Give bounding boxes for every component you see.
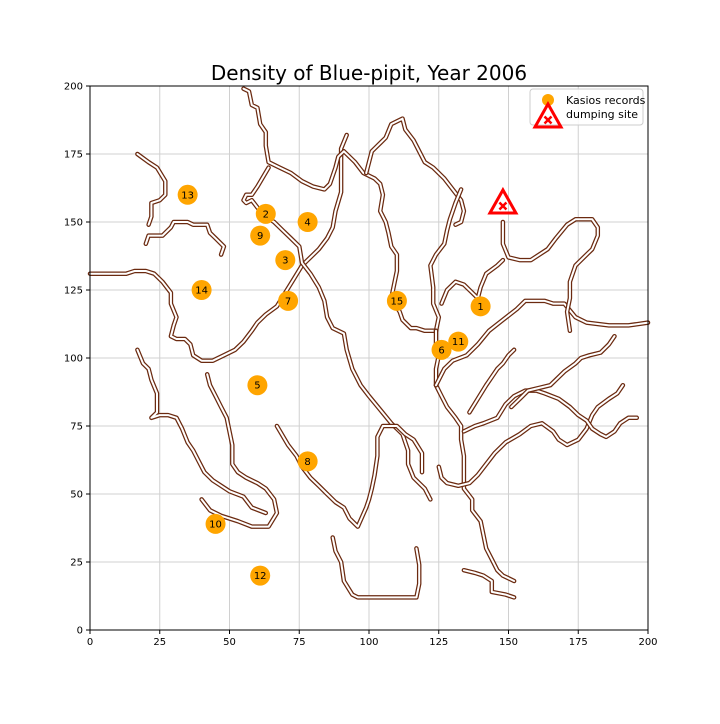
path-outline bbox=[143, 219, 227, 257]
x-tick-label: 200 bbox=[638, 637, 657, 648]
point-label: 13 bbox=[181, 190, 194, 201]
point-label: 14 bbox=[195, 286, 208, 297]
x-tick-label: 25 bbox=[153, 637, 166, 648]
kasios-record-point bbox=[386, 290, 407, 311]
x-tick-label: 0 bbox=[87, 637, 93, 648]
path-inner bbox=[275, 425, 423, 528]
path-outline bbox=[461, 567, 517, 600]
legend-dumping-marker bbox=[532, 100, 564, 129]
path-inner bbox=[144, 221, 225, 256]
kasios-record-point bbox=[431, 339, 452, 360]
chart-title: Density of Blue-pipit, Year 2006 bbox=[211, 61, 527, 85]
y-tick-label: 25 bbox=[70, 558, 83, 569]
path-outline bbox=[330, 535, 422, 600]
point-label: 8 bbox=[304, 457, 310, 468]
path-outline bbox=[500, 217, 601, 334]
point-label: 9 bbox=[257, 231, 263, 242]
point-label: 1 bbox=[477, 302, 483, 313]
path-inner bbox=[136, 348, 267, 514]
point-label: 12 bbox=[254, 571, 267, 582]
dumping-site-triangle bbox=[487, 186, 519, 215]
path-inner bbox=[501, 218, 599, 332]
path-inner bbox=[365, 117, 465, 226]
y-tick-label: 50 bbox=[70, 490, 83, 501]
legend-dumping-label: dumping site bbox=[566, 108, 638, 121]
kasios-record-point bbox=[297, 212, 318, 232]
y-tick-label: 175 bbox=[64, 150, 83, 161]
path-inner bbox=[331, 536, 421, 599]
dumping-site-marker bbox=[487, 186, 519, 215]
y-tick-label: 200 bbox=[64, 82, 83, 93]
kasios-record-point bbox=[250, 225, 271, 246]
kasios-record-point bbox=[278, 290, 299, 311]
kasios-record-point bbox=[177, 184, 198, 205]
point-label: 3 bbox=[282, 256, 288, 267]
path-inner bbox=[89, 134, 348, 362]
x-tick-label: 50 bbox=[223, 637, 236, 648]
x-tick-label: 75 bbox=[293, 637, 306, 648]
x-tick-label: 175 bbox=[569, 637, 588, 648]
path-outline bbox=[436, 382, 626, 489]
x-tick-label: 150 bbox=[499, 637, 518, 648]
point-label: 2 bbox=[263, 209, 269, 220]
y-tick-label: 100 bbox=[64, 354, 83, 365]
path-inner bbox=[200, 373, 278, 528]
kasios-record-point bbox=[247, 375, 268, 396]
x-tick-label: 100 bbox=[359, 637, 378, 648]
path-inner bbox=[510, 335, 616, 408]
kasios-record-point bbox=[470, 296, 491, 317]
axes: 0 25 50 75 100 125 150 175 200025507510012515017… bbox=[64, 82, 658, 649]
path-outline bbox=[199, 372, 280, 529]
legend: Kasios records dumping site bbox=[529, 88, 646, 129]
kasios-record-point bbox=[448, 331, 469, 352]
legend-box bbox=[529, 88, 644, 126]
path-outline bbox=[87, 132, 349, 363]
path-inner bbox=[440, 259, 504, 305]
point-label: 11 bbox=[452, 337, 465, 348]
legend-kasios-label: Kasios records bbox=[566, 94, 646, 107]
point-label: 7 bbox=[285, 296, 291, 307]
path-inner bbox=[437, 384, 624, 487]
path-inner bbox=[435, 384, 516, 582]
y-tick-label: 0 bbox=[77, 626, 83, 637]
point-label: 15 bbox=[391, 296, 404, 307]
path-inner bbox=[435, 299, 649, 387]
path-inner bbox=[462, 389, 638, 438]
kasios-record-point bbox=[250, 565, 271, 586]
point-label: 5 bbox=[254, 381, 260, 392]
kasios-record-point bbox=[191, 280, 212, 300]
kasios-record-point bbox=[255, 203, 276, 224]
kasios-record-point bbox=[297, 451, 318, 472]
point-label: 4 bbox=[304, 218, 310, 229]
point-label: 10 bbox=[209, 519, 222, 530]
path-network bbox=[87, 86, 651, 600]
kasios-record-point bbox=[205, 513, 226, 534]
legend-kasios-marker bbox=[542, 94, 554, 106]
point-label: 6 bbox=[438, 345, 444, 356]
path-outline bbox=[135, 347, 269, 516]
y-tick-label: 150 bbox=[64, 218, 83, 229]
kasios-record-point bbox=[275, 250, 296, 271]
path-inner bbox=[468, 348, 516, 414]
path-outline bbox=[439, 257, 506, 306]
path-inner bbox=[462, 569, 516, 599]
y-tick-label: 75 bbox=[70, 422, 83, 433]
path-inner bbox=[136, 153, 167, 226]
y-tick-label: 125 bbox=[64, 286, 83, 297]
path-outline bbox=[274, 423, 425, 529]
x-tick-label: 125 bbox=[429, 637, 448, 648]
path-inner bbox=[429, 188, 463, 332]
dumping-site-x bbox=[498, 201, 508, 211]
